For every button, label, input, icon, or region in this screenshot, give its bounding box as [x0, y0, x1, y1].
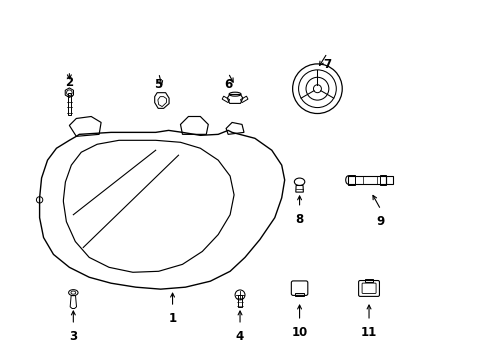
Text: 4: 4 — [235, 330, 244, 343]
Text: 7: 7 — [323, 58, 331, 71]
Text: 5: 5 — [154, 78, 163, 91]
Text: 9: 9 — [376, 215, 384, 228]
Bar — [380, 175, 385, 185]
Text: 8: 8 — [295, 213, 303, 226]
Bar — [67, 93, 71, 114]
Text: 10: 10 — [291, 326, 307, 339]
Bar — [365, 279, 372, 282]
Text: 11: 11 — [360, 326, 376, 339]
Bar — [347, 176, 385, 184]
Bar — [385, 176, 392, 184]
Bar — [295, 293, 303, 296]
Bar — [347, 175, 354, 185]
Bar — [238, 295, 241, 307]
Text: 6: 6 — [224, 78, 232, 91]
Text: 1: 1 — [168, 312, 176, 325]
Text: 2: 2 — [65, 76, 73, 89]
Text: 3: 3 — [69, 330, 77, 343]
